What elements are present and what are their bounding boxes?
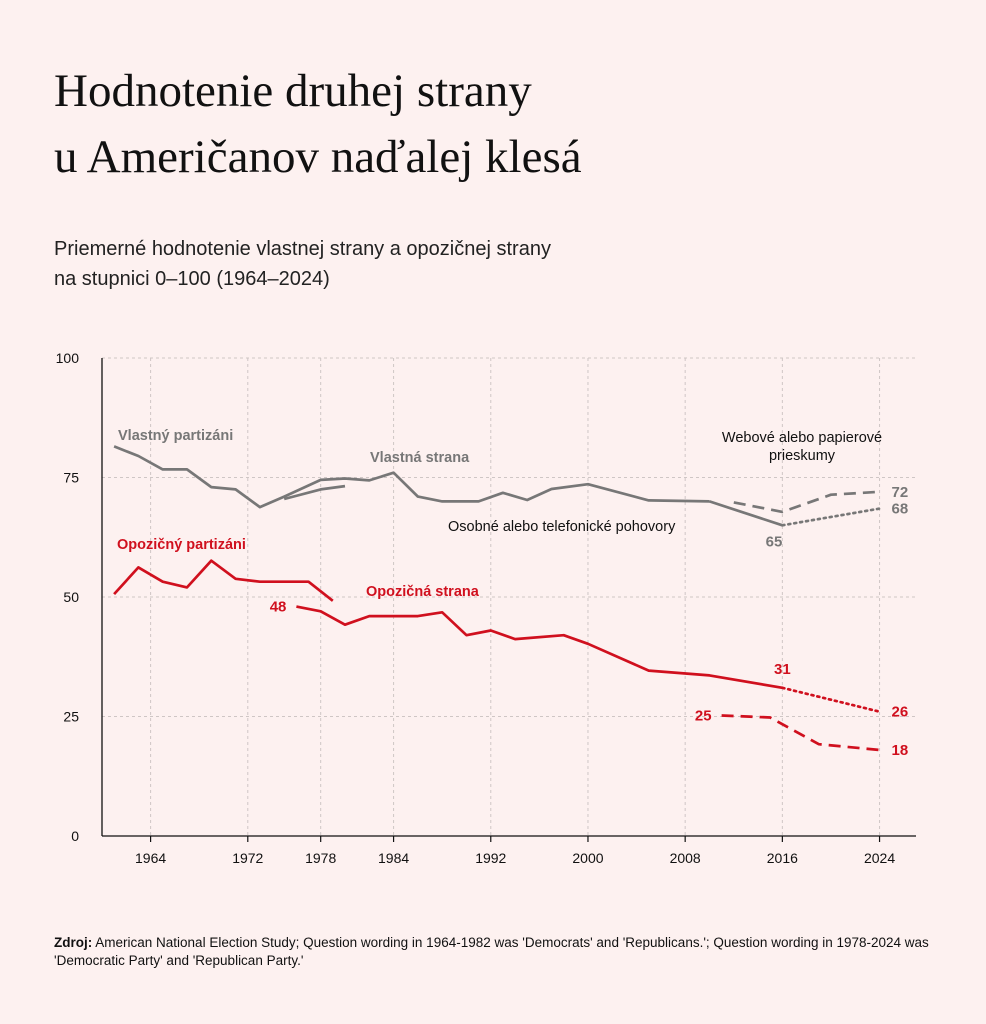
chart-title: Hodnotenie druhej strany u Američanov na… [54, 58, 934, 190]
x-tick-label: 1992 [475, 850, 506, 866]
data-label: 26 [892, 704, 909, 721]
data-label: 25 [695, 708, 712, 725]
x-tick-label: 2016 [767, 850, 798, 866]
series-line-opozi-n-partiz-ni [113, 559, 334, 602]
y-tick-label: 50 [63, 589, 79, 605]
annotation-label: prieskumy [769, 448, 836, 464]
series-line-own-dotted [781, 507, 881, 527]
data-label: 18 [892, 742, 909, 759]
title-line-1: Hodnotenie druhej strany [54, 65, 532, 117]
y-tick-label: 75 [63, 470, 79, 486]
x-tick-label: 2008 [670, 850, 701, 866]
x-tick-label: 1964 [135, 850, 166, 866]
data-label: 65 [766, 533, 783, 550]
title-line-2: u Američanov naďalej klesá [54, 131, 582, 183]
source-label: Zdroj: [54, 935, 93, 950]
x-tick-label: 2024 [864, 850, 895, 866]
annotation-label: Vlastný partizáni [118, 428, 233, 444]
annotation-label: Opozičná strana [366, 584, 480, 600]
source-note: Zdroj: American National Election Study;… [54, 934, 934, 970]
data-label: 31 [774, 661, 791, 678]
annotation-label: Osobné alebo telefonické pohovory [448, 519, 676, 535]
x-tick-label: 1972 [232, 850, 263, 866]
annotation-label: Opozičný partizáni [117, 537, 246, 553]
series-line-webov-alebo-papierov-prieskumy [733, 490, 880, 514]
chart-subtitle: Priemerné hodnotenie vlastnej strany a o… [54, 234, 934, 294]
x-tick-label: 1984 [378, 850, 409, 866]
series-line-osobn-alebo-telefonick-pohovory [709, 500, 783, 527]
annotation-label: Vlastná strana [370, 450, 470, 466]
y-tick-label: 0 [71, 828, 79, 844]
series-line-opozi-n-strana [296, 605, 783, 690]
y-tick-label: 25 [63, 709, 79, 725]
data-label: 72 [892, 484, 909, 501]
y-tick-label: 100 [56, 350, 80, 366]
series-line-vlastn-partiz-ni [113, 445, 710, 509]
series-line-vlastn-strana [283, 484, 346, 501]
series-line-opposing-dotted [781, 686, 881, 714]
source-text: American National Election Study; Questi… [54, 935, 929, 968]
x-tick-label: 2000 [572, 850, 603, 866]
subtitle-line-1: Priemerné hodnotenie vlastnej strany a o… [54, 238, 551, 260]
annotation-label: Webové alebo papierové [722, 430, 882, 446]
subtitle-line-2: na stupnici 0–100 (1964–2024) [54, 268, 330, 290]
data-label: 68 [892, 501, 909, 518]
data-label: 48 [270, 599, 287, 616]
series-line-opposing-dashed [721, 714, 880, 752]
x-tick-label: 1978 [305, 850, 336, 866]
